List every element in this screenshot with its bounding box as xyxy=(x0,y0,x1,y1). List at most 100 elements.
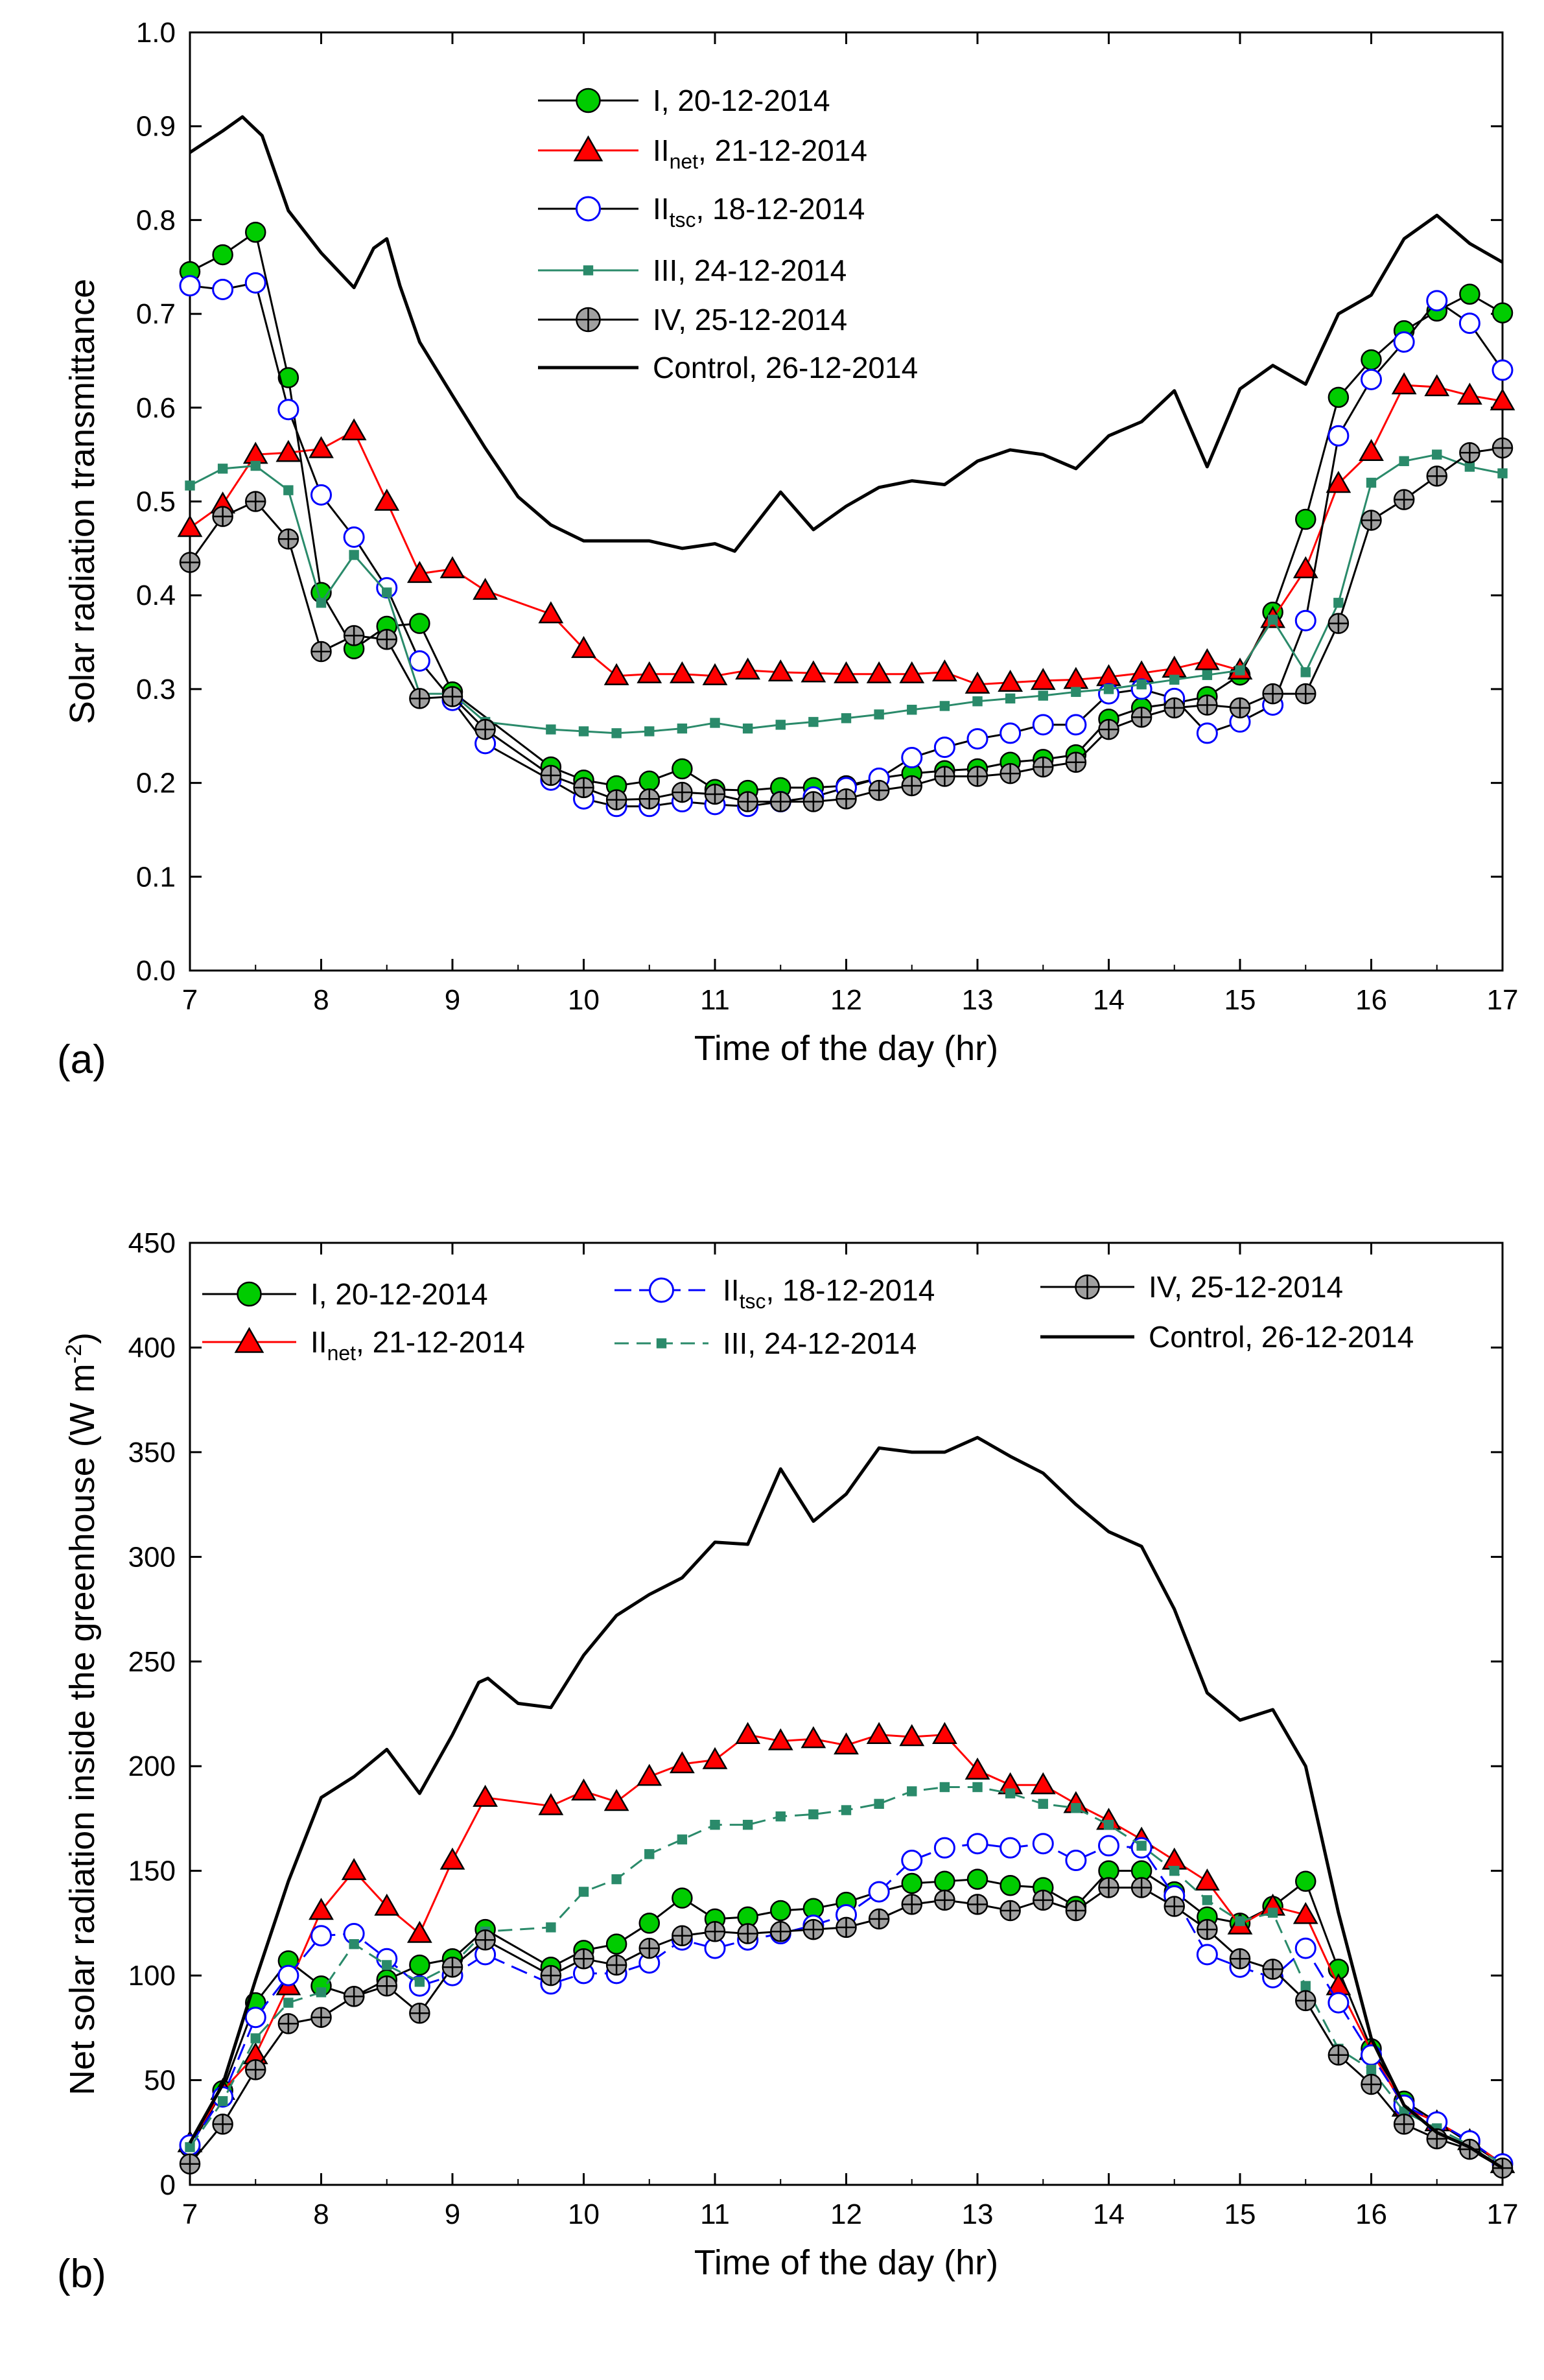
data-point xyxy=(841,1805,852,1815)
data-point xyxy=(775,1811,786,1822)
data-point xyxy=(177,515,203,537)
data-point xyxy=(409,2002,430,2024)
data-point xyxy=(1262,683,1283,705)
data-point xyxy=(409,688,430,709)
data-point xyxy=(710,1819,720,1830)
legend-marker xyxy=(576,196,601,222)
data-point xyxy=(672,781,693,803)
plot-frame xyxy=(189,1242,1504,2186)
data-point xyxy=(742,1819,753,1830)
data-point xyxy=(868,1881,890,1903)
data-point xyxy=(1328,613,1350,634)
data-point xyxy=(1295,1870,1316,1892)
y-axis-label-main: Net solar radiation inside the greenhous… xyxy=(63,1363,102,2095)
data-point xyxy=(939,701,950,711)
data-point xyxy=(801,1726,826,1749)
data-point xyxy=(244,2007,266,2029)
y-tick-label: 1.0 xyxy=(136,17,176,49)
legend-entry: III, 24-12-2014 xyxy=(538,253,847,287)
legend-label-main: Control xyxy=(1149,1320,1245,1354)
data-point xyxy=(277,367,299,388)
data-point xyxy=(931,1722,957,1744)
data-point xyxy=(1359,439,1384,461)
data-point xyxy=(965,671,990,694)
y-tick-label: 0.7 xyxy=(136,298,176,330)
data-point xyxy=(245,491,266,512)
data-point xyxy=(965,1757,990,1780)
data-point xyxy=(868,779,890,801)
data-point xyxy=(1164,697,1185,719)
series-line xyxy=(189,281,1504,808)
data-point xyxy=(836,1916,857,1938)
legend-label-rest: , 18-12-2014 xyxy=(696,192,865,226)
data-point xyxy=(1030,1772,1056,1795)
data-point xyxy=(702,663,728,685)
legend-label-main: II xyxy=(310,1325,327,1359)
data-point xyxy=(901,1894,922,1915)
legend-marker xyxy=(573,135,603,161)
x-tick-label: 14 xyxy=(1093,2198,1125,2230)
data-point xyxy=(672,1925,693,1947)
legend-label: Control, 26-12-2014 xyxy=(1149,1320,1414,1354)
x-tick-label: 12 xyxy=(830,2198,862,2230)
data-point xyxy=(808,716,819,727)
data-point xyxy=(770,1900,791,1922)
data-point xyxy=(834,1732,859,1755)
legend-label-rest: , 24-12-2014 xyxy=(677,253,847,287)
series-line xyxy=(189,1786,1503,2165)
y-tick-label: 0.3 xyxy=(136,674,176,705)
legend-label: III, 24-12-2014 xyxy=(723,1326,917,1360)
data-point xyxy=(1071,1803,1081,1813)
x-tick-label: 16 xyxy=(1355,984,1387,1016)
data-point xyxy=(1164,1896,1185,1917)
data-point xyxy=(1103,1819,1114,1830)
data-point xyxy=(901,747,923,769)
data-point xyxy=(546,1922,556,1933)
data-point xyxy=(316,1987,327,1997)
data-point xyxy=(1038,1798,1048,1809)
data-point xyxy=(868,1908,890,1930)
series-line xyxy=(189,447,1503,803)
legend-marker xyxy=(234,1326,264,1353)
data-point xyxy=(1262,1959,1283,1980)
data-point xyxy=(966,728,988,750)
data-point xyxy=(1293,1902,1318,1924)
data-point xyxy=(669,1751,695,1774)
data-point xyxy=(277,528,299,550)
data-point xyxy=(704,783,726,805)
y-tick-label: 200 xyxy=(128,1750,176,1782)
data-point xyxy=(474,1929,496,1951)
legend-marker xyxy=(1075,1274,1100,1300)
legend-label-sub: net xyxy=(670,150,699,173)
data-point xyxy=(1033,1889,1054,1911)
data-point xyxy=(250,460,261,471)
x-tick-label: 7 xyxy=(182,984,198,1016)
legend-entry: I, 20-12-2014 xyxy=(538,84,830,117)
data-point xyxy=(283,1997,294,2008)
data-point xyxy=(874,1798,884,1809)
legend-entry: IItsc, 18-12-2014 xyxy=(614,1273,935,1313)
data-point xyxy=(899,661,925,683)
data-point xyxy=(677,1834,688,1844)
data-point xyxy=(1300,1981,1311,1991)
data-point xyxy=(966,1894,988,1915)
legend-label-rest: , 21-12-2014 xyxy=(356,1325,525,1359)
x-tick-label: 17 xyxy=(1487,2198,1519,2230)
data-point xyxy=(571,1778,596,1801)
legend-label-rest: , 26-12-2014 xyxy=(1245,1320,1414,1354)
legend-label-main: II xyxy=(653,192,670,226)
data-point xyxy=(573,1948,594,1970)
x-tick-label: 9 xyxy=(445,2198,460,2230)
data-point xyxy=(1432,449,1442,460)
data-point xyxy=(179,552,201,573)
data-point xyxy=(409,613,430,634)
x-tick-label: 17 xyxy=(1487,984,1519,1016)
data-point xyxy=(1328,2044,1350,2066)
legend-label: IV, 25-12-2014 xyxy=(653,303,847,336)
legend-marker xyxy=(656,1338,667,1349)
data-point xyxy=(374,1893,400,1916)
data-point xyxy=(275,440,301,462)
data-point xyxy=(212,506,233,527)
